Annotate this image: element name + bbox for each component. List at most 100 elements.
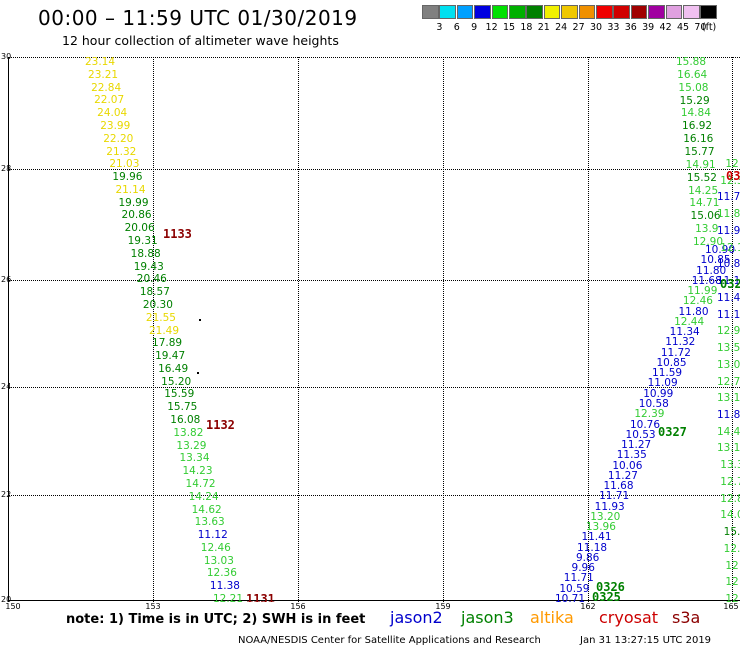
wave-height-value: 10.83 xyxy=(716,258,740,271)
latitude-label: 30 xyxy=(1,52,12,61)
satellite-cryosat: cryosat xyxy=(599,608,659,627)
wave-height-value: 20.86 xyxy=(121,209,152,222)
wave-height-value: 12.36 xyxy=(206,567,237,580)
wave-height-value: 13.10 xyxy=(716,442,740,455)
wave-height-value: 14.84 xyxy=(680,107,711,120)
wave-height-value: 13.10 xyxy=(716,392,740,405)
legend-label: 18 xyxy=(520,22,533,33)
legend-label: 12 xyxy=(485,22,498,33)
observation-time-label: 0325 xyxy=(592,590,621,602)
legend-swatch xyxy=(630,5,648,19)
wave-height-value: 11.15 xyxy=(716,275,740,288)
legend-label: 21 xyxy=(537,22,550,33)
wave-height-value: 22.20 xyxy=(103,132,134,145)
wave-height-value: 13.82 xyxy=(173,426,204,439)
wave-height-value: 19.99 xyxy=(118,196,149,209)
wave-height-value: 12 xyxy=(725,158,739,170)
wave-height-value: 14.0 xyxy=(720,509,740,522)
wave-height-value: 21.55 xyxy=(145,311,176,324)
map-title: 00:00 – 11:59 UTC 01/30/2019 xyxy=(38,6,358,30)
wave-height-value: 10.59 xyxy=(559,582,590,595)
longitude-label: 150 xyxy=(5,602,21,611)
wave-height-value: 11.80 xyxy=(678,305,709,318)
legend-label: 24 xyxy=(555,22,568,33)
wave-height-value: 10.76 xyxy=(629,418,661,431)
wave-height-value: 18.57 xyxy=(139,286,170,299)
wave-height-value: 13.34 xyxy=(179,452,210,465)
wave-height-value: 22.07 xyxy=(94,94,125,107)
latitude-label: 28 xyxy=(1,164,12,173)
legend-swatch xyxy=(561,5,578,19)
wave-height-value: 11.27 xyxy=(607,469,638,482)
satellite-altika: altika xyxy=(530,608,574,627)
wave-height-value: 13.96 xyxy=(585,521,616,534)
legend-label: 45 xyxy=(676,22,690,33)
wave-height-value: 11.93 xyxy=(716,224,740,237)
legend-label: 30 xyxy=(589,22,603,33)
latitude-gridline xyxy=(8,495,740,496)
plot-bottom-border xyxy=(8,600,740,601)
wave-height-value: 11.68 xyxy=(691,274,722,287)
wave-height-value: 10.71 xyxy=(554,593,586,603)
observation-time-label: 0327 xyxy=(658,425,687,439)
wave-height-value: 12.21 xyxy=(212,593,244,603)
wave-height-value: 15.75 xyxy=(167,401,198,414)
wave-height-value: 16.64 xyxy=(677,68,708,81)
wave-height-value: 14.23 xyxy=(182,465,213,478)
wave-height-value: 19.47 xyxy=(155,350,186,363)
legend-swatch xyxy=(648,5,665,19)
legend-swatch xyxy=(526,5,543,19)
wave-height-value: 12.90 xyxy=(692,236,724,248)
latitude-gridline xyxy=(8,169,740,170)
wave-height-value: 12 xyxy=(725,559,739,572)
wave-height-value: 14.91 xyxy=(685,158,716,171)
wave-height-value: 12.7 xyxy=(720,475,740,488)
wave-height-value: 21.03 xyxy=(109,158,140,171)
wave-height-value: 10.99 xyxy=(643,387,674,400)
legend-swatch xyxy=(422,5,439,19)
wave-height-value: 11.68 xyxy=(603,480,634,493)
wave-height-value: 16.49 xyxy=(158,362,189,375)
latitude-label: 22 xyxy=(1,490,12,499)
wave-height-value: 11.12 xyxy=(197,529,228,542)
wave-height-value: 14.44 xyxy=(716,425,740,438)
wave-height-value: 13.06 xyxy=(716,358,740,371)
wave-height-value: 16.16 xyxy=(683,133,714,146)
track-point-marker xyxy=(199,319,201,321)
wave-height-value: 18.88 xyxy=(130,247,161,260)
legend-swatch xyxy=(456,5,474,19)
longitude-gridline xyxy=(443,57,444,602)
legend-label: 3 xyxy=(436,22,443,33)
wave-height-value: 23.99 xyxy=(100,119,131,132)
wave-height-value: 10.85 xyxy=(656,356,687,369)
wave-height-value: 11.13 xyxy=(716,308,740,321)
wave-height-value: 11.32 xyxy=(665,336,696,349)
wave-height-value: 11.35 xyxy=(616,449,647,462)
satellite-jason2: jason2 xyxy=(390,608,443,627)
legend-swatch xyxy=(474,5,491,19)
wave-height-value: 15.29 xyxy=(679,94,710,107)
wave-height-value: 19.96 xyxy=(112,171,143,184)
generation-timestamp: Jan 31 13:27:15 UTC 2019 xyxy=(580,635,712,646)
legend-label: (ft) xyxy=(701,22,717,33)
legend-swatch xyxy=(439,5,456,19)
wave-height-value: 12.46 xyxy=(682,295,713,308)
wave-height-value: 14.62 xyxy=(191,503,222,516)
wave-height-value: 24.04 xyxy=(97,107,128,120)
wave-height-value: 19.31 xyxy=(127,235,158,247)
legend-swatch xyxy=(700,5,717,19)
legend-label: 70 xyxy=(694,22,707,33)
legend-swatch xyxy=(683,5,700,19)
wave-height-value: 14.25 xyxy=(688,184,719,197)
wave-height-value: 9.96 xyxy=(571,562,595,575)
wave-height-value: 10.85 xyxy=(700,254,731,267)
observation-time-label: 03 xyxy=(726,169,740,183)
observation-time-label: 1131 xyxy=(246,592,275,602)
credit-line: NOAA/NESDIS Center for Satellite Applica… xyxy=(238,635,541,646)
wave-height-value: 10.06 xyxy=(612,459,643,472)
wave-height-value: 23.21 xyxy=(88,68,119,81)
wave-height-value: 12.39 xyxy=(634,408,665,421)
track-point-marker xyxy=(197,372,199,374)
map-plot-area: 23.14 23.21 22.84 22.07 24.04 23.99 22.20 21.32… xyxy=(8,57,740,602)
wave-height-value: 23.14 xyxy=(84,57,116,68)
